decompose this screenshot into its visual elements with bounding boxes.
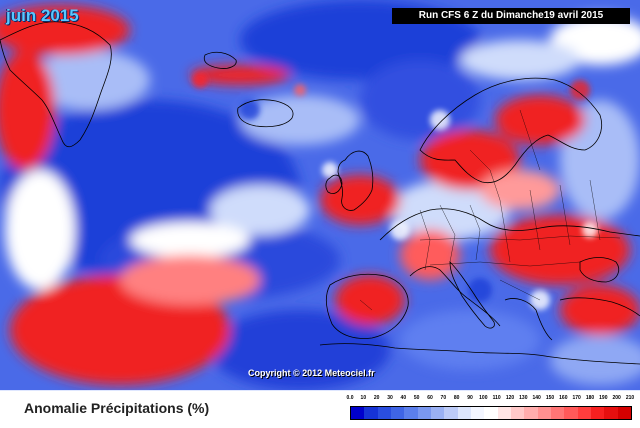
legend-swatch [417,407,431,419]
legend-tick-label: 180 [585,395,595,401]
run-info-banner: Run CFS 6 Z du Dimanche19 avril 2015 [392,8,630,24]
legend-swatch [444,407,458,419]
legend-swatch [430,407,445,419]
legend-tick-label: 140 [532,395,541,401]
legend-tick-label: 120 [505,395,515,401]
italy-coast [449,261,495,329]
legend-swatch [390,407,405,419]
legend-tick-label: 70 [440,395,447,401]
legend-tick-label: 170 [572,395,581,401]
legend-swatch [470,407,485,419]
legend-title: Anomalie Précipitations (%) [24,400,210,416]
anomaly-field [0,0,640,390]
legend-swatch [497,407,511,419]
legend-tick-label: 10 [360,395,367,401]
legend-tick-label: 90 [467,395,473,401]
legend-swatch [351,407,365,419]
legend-swatch [550,407,565,419]
legend-swatch [364,407,378,419]
scandinavia-coast [419,77,602,184]
legend-ticks: 0.0 10 20 30 40 50 60 70 80 90 100 110 120 130 140 150 1… [346,395,635,405]
turkey-coast [559,297,640,317]
greenland-coast [0,21,112,148]
legend-swatch [564,407,578,419]
legend-swatch [577,407,591,419]
legend-tick-label: 190 [599,395,608,401]
british-isles-coast [325,150,374,211]
copyright-notice: Copyright © 2012 Meteociel.fr [248,368,375,378]
legend-swatch [404,407,418,419]
legend-colorbar [350,406,632,420]
legend-tick-label: 100 [479,395,488,401]
legend-footer: Anomalie Précipitations (%) 0.0 10 20 30 40 5… [0,390,640,428]
legend-swatch [617,407,631,419]
legend-swatch [537,407,551,419]
legend-tick-label: 20 [373,395,380,401]
svalbard-coast [203,51,237,69]
legend-swatch [377,407,391,419]
legend-tick-label: 150 [545,395,555,401]
black-sea-coast [579,257,620,283]
precipitation-anomaly-map [0,0,640,390]
legend-tick-label: 0.0 [346,395,354,401]
legend-tick-label: 80 [453,395,460,401]
legend-swatch [457,407,471,419]
legend-tick-label: 130 [519,395,528,401]
legend-tick-label: 210 [625,395,635,401]
legend-tick-label: 110 [492,395,501,401]
country-borders [359,109,621,311]
legend-tick-label: 160 [559,395,568,401]
legend-tick-label: 50 [413,395,420,401]
legend-swatch [484,407,498,419]
month-title: juin 2015 [6,6,79,25]
legend-tick-label: 200 [612,395,621,401]
legend-tick-label: 60 [427,395,433,401]
legend-swatch [524,407,538,419]
legend-tick-label: 40 [400,395,407,401]
legend-swatch [510,407,525,419]
legend-swatch [604,407,618,419]
north-africa-coast [319,343,640,365]
iceland-coast [237,99,294,128]
iberia-coast [326,273,409,339]
legend-tick-label: 30 [387,395,393,401]
legend-swatch [590,407,605,419]
